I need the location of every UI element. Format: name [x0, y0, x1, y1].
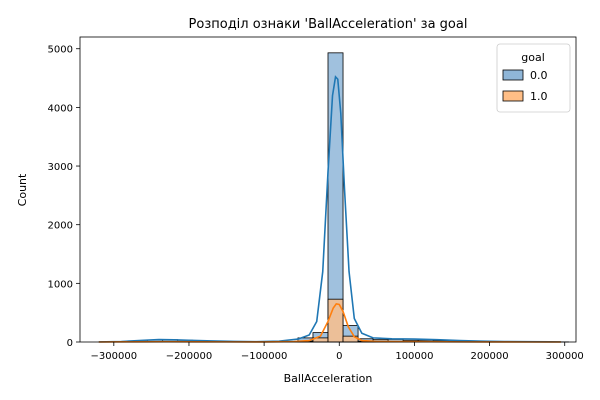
- y-tick-label-3: 3000: [48, 162, 73, 173]
- x-tick-label-2: −100000: [241, 351, 288, 362]
- x-tick-label-0: −300000: [91, 351, 138, 362]
- x-tick-label-1: −200000: [166, 351, 213, 362]
- x-tick-label-5: 200000: [470, 351, 508, 362]
- y-tick-label-4: 4000: [48, 103, 73, 114]
- y-tick-label-1: 1000: [48, 279, 73, 290]
- legend: goal 0.0 1.0: [496, 43, 571, 113]
- bar-0.0-15: [327, 52, 344, 343]
- y-tick-label-5: 5000: [48, 45, 73, 56]
- legend-swatch-1: [502, 90, 524, 102]
- x-axis-ticks: −300000 −200000 −100000 0 100000 200000 300000: [91, 342, 584, 362]
- kde-line-0.0: [98, 75, 561, 343]
- legend-entry-0: 0.0: [530, 69, 548, 82]
- chart-title: Розподіл ознаки 'BallAcceleration' за go…: [189, 17, 468, 32]
- x-tick-label-3: 0: [336, 351, 342, 362]
- axes-frame: [79, 36, 577, 343]
- x-tick-label-6: 300000: [546, 351, 584, 362]
- y-axis-ticks: 0 1000 2000 3000 4000 5000: [48, 45, 80, 349]
- x-tick-label-4: 100000: [395, 351, 433, 362]
- y-axis-label: Count: [16, 173, 29, 206]
- y-tick-label-0: 0: [67, 338, 73, 349]
- y-tick-label-2: 2000: [48, 221, 73, 232]
- legend-entry-1: 1.0: [530, 90, 548, 103]
- x-axis-label: BallAcceleration: [284, 372, 373, 385]
- legend-title: goal: [521, 51, 545, 64]
- legend-swatch-0: [502, 69, 524, 81]
